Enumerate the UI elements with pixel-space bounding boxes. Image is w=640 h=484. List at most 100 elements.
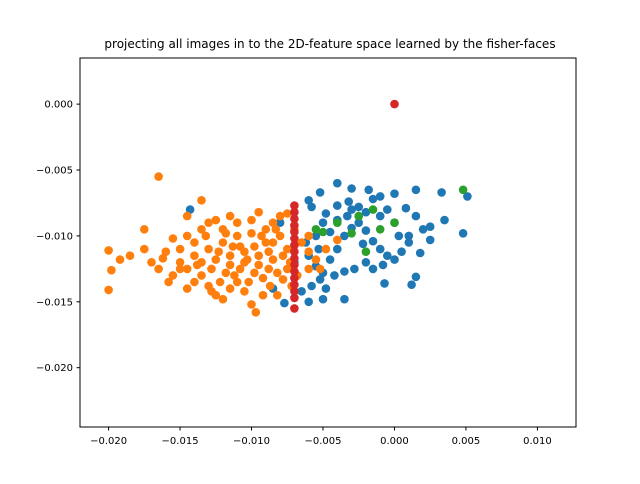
- series-0-point: [304, 196, 314, 205]
- series-3-point: [290, 234, 299, 243]
- series-1-point: [218, 238, 228, 247]
- x-tick-label: 0.000: [380, 436, 409, 447]
- series-1-point: [315, 264, 325, 274]
- y-axis: 0.000 −0.005 −0.010 −0.015 −0.020: [36, 100, 80, 374]
- series-0-point: [347, 205, 356, 214]
- series-0-point: [383, 251, 392, 260]
- series-1-point: [232, 218, 242, 227]
- series-3-point: [290, 293, 299, 303]
- series-1-point: [232, 277, 242, 287]
- series-1-point: [164, 277, 173, 287]
- series-1-point: [158, 253, 168, 263]
- series-0-point: [185, 205, 195, 214]
- series-0-point: [330, 271, 339, 280]
- series-1-point: [297, 238, 306, 247]
- series-0-point: [350, 264, 359, 274]
- y-tick-label: −0.015: [36, 297, 73, 308]
- series-1-point: [247, 229, 256, 238]
- series-1-point: [182, 231, 192, 241]
- series-0-point: [463, 192, 472, 201]
- series-3-point: [390, 99, 399, 109]
- series-1-point: [268, 238, 278, 247]
- series-0-point: [344, 197, 354, 206]
- series-1-point: [273, 290, 282, 300]
- series-3-point: [290, 201, 299, 210]
- series-1-point: [261, 238, 271, 247]
- series-0-point: [458, 229, 468, 238]
- series-0-point: [390, 255, 399, 264]
- series-0-point: [318, 218, 328, 227]
- series-1-point: [261, 225, 271, 234]
- series-1-point: [304, 264, 314, 274]
- series-0-point: [325, 255, 335, 264]
- series-0-point: [418, 225, 428, 234]
- series-2-point: [311, 225, 321, 234]
- series-1-point: [232, 231, 242, 241]
- series-3-point: [290, 287, 299, 296]
- series-1-point: [264, 264, 274, 274]
- series-1-point: [201, 231, 211, 241]
- series-0-point: [411, 185, 421, 195]
- series-1-point: [304, 231, 314, 241]
- x-tick-label: −0.015: [162, 436, 199, 447]
- series-1-point: [161, 247, 171, 256]
- series-3-point: [290, 214, 299, 224]
- series-1-point: [271, 225, 281, 234]
- series-1-point: [225, 260, 235, 270]
- series-1-point: [221, 229, 231, 238]
- series-1-point: [125, 251, 135, 260]
- points-layer: [104, 99, 472, 317]
- series-1-point: [104, 285, 113, 295]
- series-1-point: [211, 255, 221, 264]
- series-0-point: [275, 218, 285, 227]
- series-0-point: [354, 202, 364, 212]
- series-0-point: [368, 264, 378, 274]
- series-0-point: [318, 294, 328, 304]
- series-0-point: [361, 226, 371, 235]
- series-2-point: [333, 218, 342, 227]
- series-0-point: [394, 231, 404, 241]
- series-3-point: [290, 273, 299, 283]
- series-1-point: [275, 211, 285, 221]
- series-1-point: [240, 287, 249, 296]
- series-1-point: [190, 238, 199, 247]
- series-1-point: [311, 255, 321, 264]
- series-1-point: [265, 281, 275, 291]
- series-1-point: [147, 258, 156, 267]
- series-1-point: [283, 244, 292, 254]
- series-3-point: [290, 267, 299, 276]
- series-0-point: [401, 203, 411, 213]
- series-0-point: [383, 205, 392, 214]
- series-3-point: [290, 253, 299, 263]
- series-1-point: [204, 244, 213, 254]
- series-1-point: [115, 255, 125, 264]
- series-1-point: [168, 234, 178, 243]
- x-tick-label: 0.005: [452, 436, 481, 447]
- series-3-point: [290, 247, 299, 256]
- series-0-point: [333, 244, 342, 254]
- series-0-point: [368, 194, 378, 204]
- series-0-point: [354, 218, 364, 227]
- series-0-point: [404, 238, 414, 247]
- series-2-point: [375, 225, 385, 234]
- series-1-point: [154, 264, 163, 274]
- series-1-point: [214, 247, 223, 256]
- series-0-point: [311, 231, 321, 241]
- series-1-point: [207, 264, 216, 274]
- series-0-point: [378, 260, 388, 270]
- series-0-point: [304, 297, 314, 307]
- x-tick-label: −0.020: [90, 436, 127, 447]
- series-1-point: [283, 264, 292, 274]
- series-1-point: [221, 268, 231, 278]
- series-3-point: [290, 260, 299, 270]
- y-tick-label: −0.020: [36, 363, 73, 374]
- series-0-point: [314, 244, 324, 254]
- series-0-point: [333, 201, 342, 210]
- series-1-point: [168, 271, 178, 280]
- series-1-point: [268, 218, 278, 227]
- series-1-point: [197, 271, 206, 280]
- series-1-point: [254, 260, 263, 270]
- series-1-point: [104, 246, 113, 255]
- series-0-point: [347, 184, 356, 193]
